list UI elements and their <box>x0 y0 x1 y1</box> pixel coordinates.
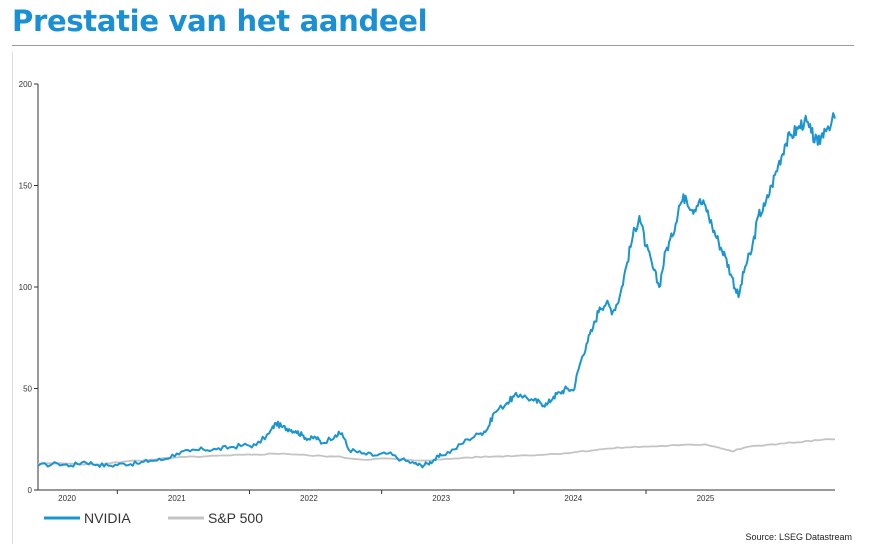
y-tick-label: 150 <box>19 182 33 191</box>
title-divider <box>12 45 854 46</box>
x-tick-label: 2023 <box>432 494 450 503</box>
chart-axes <box>37 84 835 491</box>
x-axis-ticks: 2020 2021 2022 2023 2024 2025 <box>58 490 715 503</box>
x-tick-label: 2025 <box>697 494 715 503</box>
x-tick-label: 2021 <box>168 494 186 503</box>
series-lines <box>37 112 836 469</box>
x-tick-label: 2020 <box>58 494 76 503</box>
chart-frame-line <box>12 52 13 544</box>
page-title: Prestatie van het aandeel <box>12 4 428 38</box>
nvidia-series-line <box>37 112 836 469</box>
sp500-series-line <box>37 438 836 466</box>
y-tick-label: 200 <box>19 80 33 89</box>
y-tick-label: 50 <box>23 385 32 394</box>
y-axis-ticks: 0 50 100 150 200 <box>19 80 38 495</box>
source-note: Source: LSEG Datastream <box>745 532 852 542</box>
legend: NVIDIA S&P 500 <box>44 510 263 526</box>
x-tick-label: 2024 <box>564 494 582 503</box>
x-tick-label: 2022 <box>300 494 318 503</box>
y-tick-label: 0 <box>28 486 33 495</box>
y-tick-label: 100 <box>19 283 33 292</box>
legend-label-sp500: S&P 500 <box>208 510 263 526</box>
legend-label-nvidia: NVIDIA <box>84 510 131 526</box>
